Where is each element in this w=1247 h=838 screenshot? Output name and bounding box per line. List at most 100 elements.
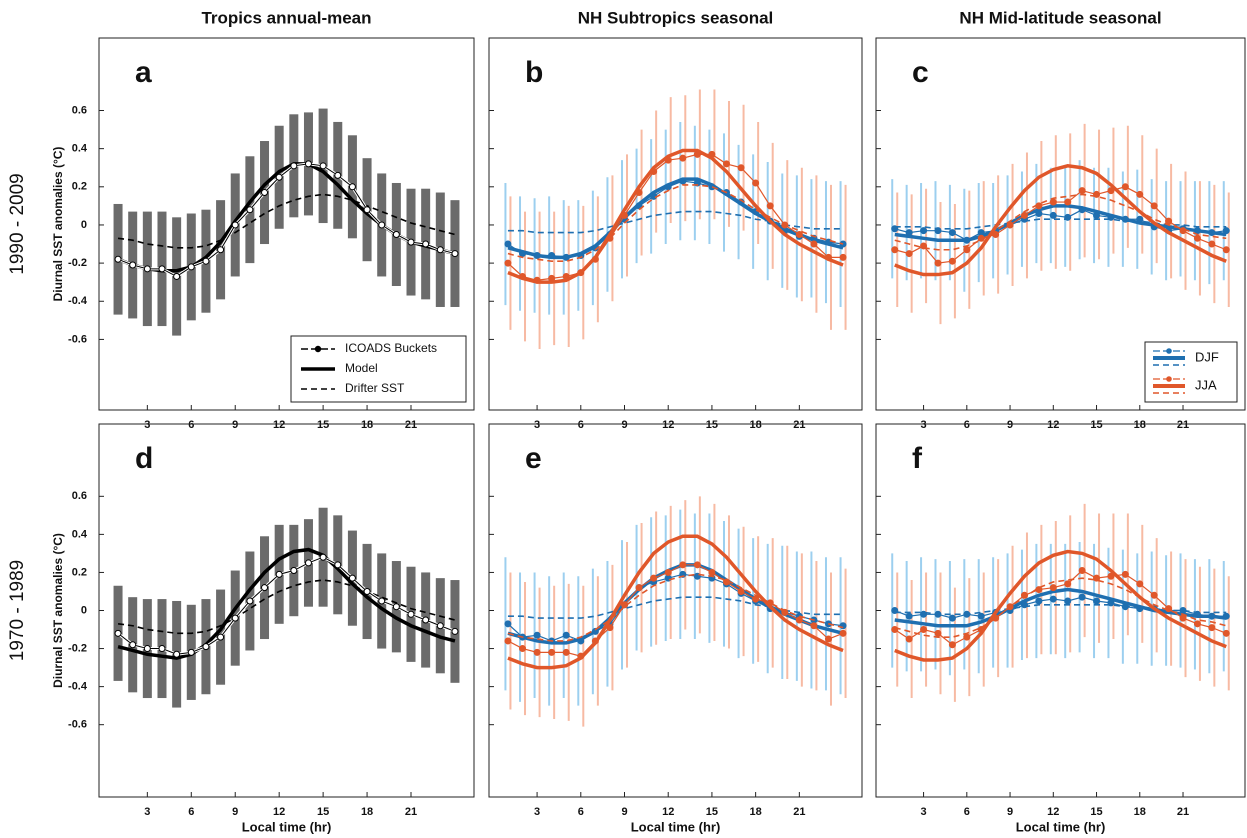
x-tick-label: 3 <box>534 806 540 818</box>
bucket-point <box>217 633 225 641</box>
panel-label: b <box>525 56 543 89</box>
bucket-point <box>963 246 971 254</box>
bucket-point <box>143 645 151 653</box>
x-axis-label: Local time (hr) <box>631 819 721 834</box>
x-tick-label: 15 <box>1090 419 1102 431</box>
y-tick-label: 0.2 <box>72 566 87 578</box>
bucket-point <box>664 156 672 164</box>
bucket-point <box>839 629 847 637</box>
model-line <box>117 547 456 660</box>
legend-label: Drifter SST <box>345 381 405 395</box>
bucket-point <box>319 162 327 170</box>
model-line <box>894 204 1227 242</box>
panel-label: a <box>135 56 152 89</box>
bucket-point <box>708 150 716 158</box>
bucket-point <box>1035 586 1043 594</box>
x-tick-label: 3 <box>534 419 540 431</box>
bucket-point <box>920 610 928 618</box>
x-tick-label: 21 <box>1177 419 1189 431</box>
bucket-point <box>348 183 356 191</box>
bucket-point <box>407 610 415 618</box>
bucket-point <box>963 610 971 618</box>
bucket-point <box>1150 591 1158 599</box>
bucket-point <box>114 255 122 263</box>
bucket-point <box>1208 240 1216 248</box>
bucket-point <box>451 250 459 258</box>
bucket-point <box>963 633 971 641</box>
bucket-point <box>1222 612 1230 620</box>
x-tick-label: 21 <box>793 806 805 818</box>
x-tick-label: 6 <box>188 419 194 431</box>
panel-frame <box>875 423 1246 798</box>
bucket-point <box>1193 234 1201 242</box>
bucket-point <box>650 168 658 176</box>
bucket-point <box>519 272 527 280</box>
y-tick-label: 0.2 <box>72 181 87 193</box>
x-axis-label: Local time (hr) <box>242 819 332 834</box>
bucket-point <box>548 274 556 282</box>
bucket-point <box>533 276 541 284</box>
panel-label: c <box>912 56 929 89</box>
bucket-point <box>591 627 599 635</box>
drifter-line <box>117 193 456 249</box>
bucket-point <box>1107 213 1115 221</box>
x-tick-label: 18 <box>750 806 762 818</box>
bucket-point <box>1035 597 1043 605</box>
x-tick-label: 15 <box>706 419 718 431</box>
bucket-point <box>1078 567 1086 575</box>
bucket-point <box>635 189 643 197</box>
y-axis-label: Diurnal SST anomalies (°C) <box>51 533 65 688</box>
bucket-point <box>905 229 913 237</box>
bucket-point <box>504 240 512 248</box>
x-tick-label: 21 <box>405 806 417 818</box>
bucket-point <box>504 620 512 628</box>
bucket-point <box>275 570 283 578</box>
bucket-point <box>231 614 239 622</box>
bucket-point <box>519 645 527 653</box>
bucket-point <box>173 272 181 280</box>
x-tick-label: 15 <box>706 806 718 818</box>
bucket-point <box>129 641 137 649</box>
y-tick-label: -0.6 <box>68 719 87 731</box>
bucket-point <box>422 616 430 624</box>
bucket-point <box>810 622 818 630</box>
bucket-point <box>679 561 687 569</box>
bucket-point <box>824 253 832 261</box>
bucket-point <box>679 177 687 185</box>
bucket-point <box>1020 211 1028 219</box>
bucket-point <box>562 631 570 639</box>
bucket-point <box>261 584 269 592</box>
model-line <box>507 177 844 260</box>
bucket-point <box>378 221 386 229</box>
bucket-line <box>507 180 844 258</box>
legend-glyph <box>1166 376 1172 382</box>
x-tick-label: 9 <box>1007 806 1013 818</box>
bucket-point <box>752 595 760 603</box>
bucket-point <box>231 221 239 229</box>
x-tick-label: 18 <box>750 419 762 431</box>
bucket-point <box>1179 227 1187 235</box>
bucket-point <box>378 597 386 605</box>
x-tick-label: 3 <box>144 419 150 431</box>
drifter-line <box>117 579 456 635</box>
x-tick-label: 9 <box>232 419 238 431</box>
panel-frame <box>98 37 475 411</box>
column-title: Tropics annual-mean <box>201 8 371 27</box>
bucket-point <box>905 612 913 620</box>
bucket-point <box>202 643 210 651</box>
drifter-line <box>894 193 1227 251</box>
bucket-point <box>977 234 985 242</box>
bucket-point <box>202 257 210 265</box>
bucket-point <box>158 645 166 653</box>
bucket-point <box>891 246 899 254</box>
bucket-point <box>752 179 760 187</box>
bucket-point <box>334 561 342 569</box>
x-tick-label: 18 <box>361 419 373 431</box>
bucket-point <box>664 568 672 576</box>
bucket-point <box>187 263 195 271</box>
bucket-line <box>507 573 844 642</box>
x-tick-label: 12 <box>1047 806 1059 818</box>
bucket-point <box>422 240 430 248</box>
bucket-point <box>920 227 928 235</box>
